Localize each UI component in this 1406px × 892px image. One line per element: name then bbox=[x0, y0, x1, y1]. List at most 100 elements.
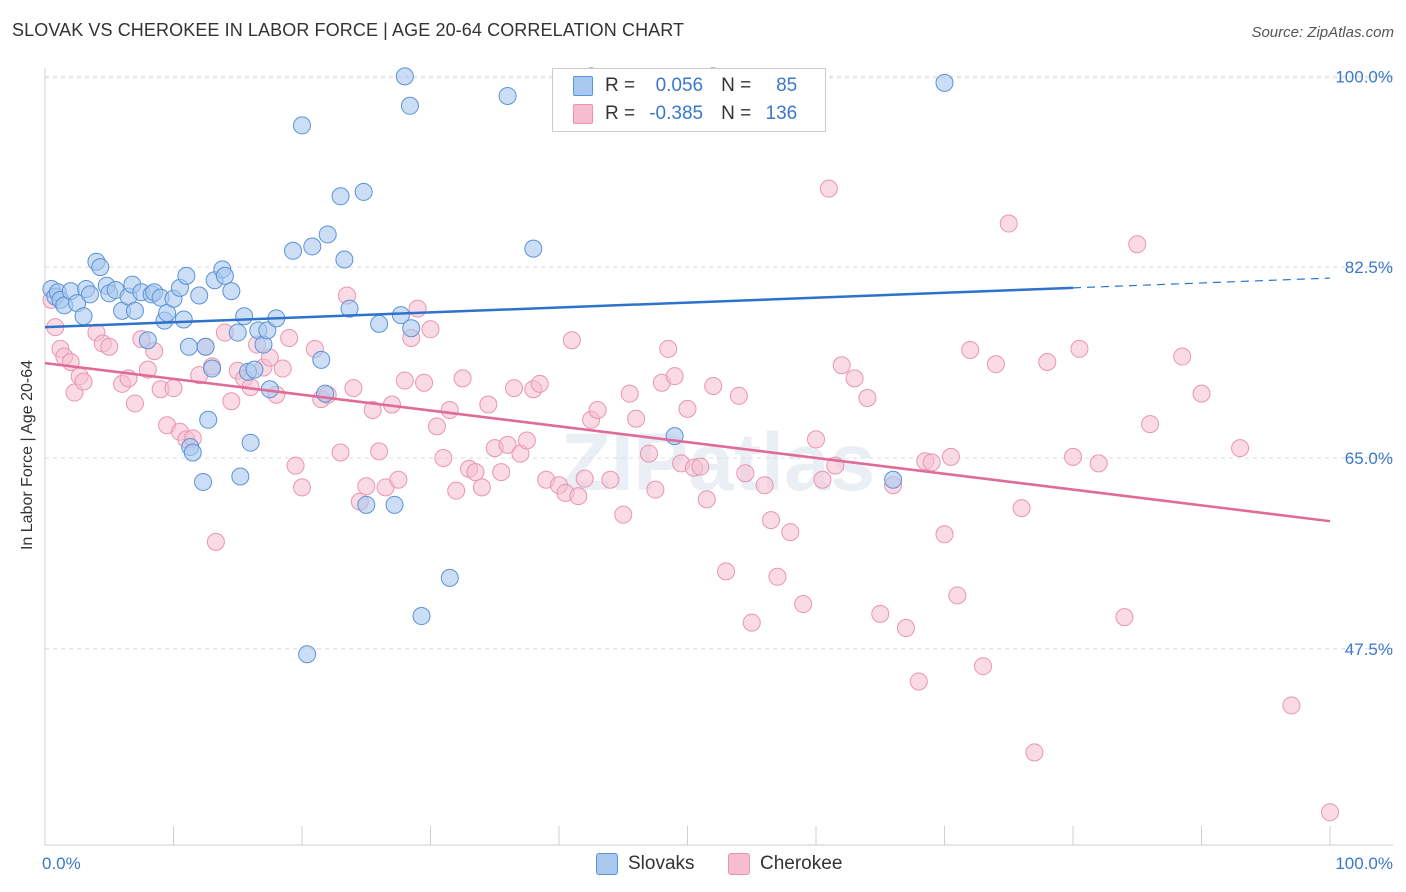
cherokee-point bbox=[363, 400, 382, 419]
slovak-point bbox=[357, 495, 376, 514]
chart-title: SLOVAK VS CHEROKEE IN LABOR FORCE | AGE … bbox=[12, 20, 685, 40]
cherokee-point bbox=[678, 399, 697, 418]
cherokee-point bbox=[569, 487, 588, 506]
slovak-point bbox=[245, 360, 264, 379]
cherokee-point bbox=[222, 392, 241, 411]
slovak-point bbox=[412, 607, 431, 626]
cherokee-point bbox=[453, 369, 472, 388]
cherokee-legend-label: Cherokee bbox=[760, 853, 843, 874]
cherokee-point bbox=[1115, 608, 1134, 627]
slovak-point bbox=[303, 237, 322, 256]
cherokee-point bbox=[729, 386, 748, 405]
slovak-point bbox=[174, 310, 193, 329]
cherokee-point bbox=[498, 435, 517, 454]
cherokee-point bbox=[138, 360, 157, 379]
bottom-legend-slovaks: Slovaks bbox=[596, 852, 695, 876]
slovak-point bbox=[335, 250, 354, 269]
slovak-point bbox=[402, 319, 421, 338]
cherokee-point bbox=[370, 442, 389, 461]
y-tick-label: 100.0% bbox=[1335, 67, 1393, 86]
slovak-point bbox=[440, 568, 459, 587]
cherokee-point bbox=[1231, 439, 1250, 458]
cherokee-point bbox=[206, 532, 225, 551]
cherokee-point bbox=[639, 444, 658, 463]
cherokee-point bbox=[517, 431, 536, 450]
slovak-point bbox=[215, 266, 234, 285]
slovak-point bbox=[125, 301, 144, 320]
cherokee-point bbox=[717, 562, 736, 581]
slovak-point bbox=[235, 307, 254, 326]
r-label: R = bbox=[605, 75, 636, 96]
slovak-point bbox=[74, 307, 93, 326]
cherokee-point bbox=[974, 657, 993, 676]
cherokee-point bbox=[620, 384, 639, 403]
cherokee-point bbox=[408, 299, 427, 318]
cherokee-point bbox=[665, 367, 684, 386]
slovak-point bbox=[231, 467, 250, 486]
cherokee-point bbox=[1173, 347, 1192, 366]
slovak-point bbox=[80, 285, 99, 304]
cherokee-point bbox=[100, 337, 119, 356]
cherokee-point bbox=[1141, 415, 1160, 434]
slovak-point bbox=[203, 359, 222, 378]
cherokee-point bbox=[1070, 339, 1089, 358]
slovak-point bbox=[138, 331, 157, 350]
cherokee-swatch bbox=[573, 104, 593, 124]
cherokee-point bbox=[1089, 454, 1108, 473]
y-tick-label: 47.5% bbox=[1345, 640, 1393, 659]
cherokee-point bbox=[659, 339, 678, 358]
slovaks-swatch bbox=[573, 76, 593, 96]
cherokee-point bbox=[427, 417, 446, 436]
slovak-point bbox=[370, 314, 389, 333]
source-label: Source: ZipAtlas.com bbox=[1251, 24, 1394, 41]
slovak-point bbox=[196, 337, 215, 356]
slovak-point bbox=[177, 266, 196, 285]
cherokee-point bbox=[1025, 743, 1044, 762]
slovaks-legend-label: Slovaks bbox=[628, 853, 695, 874]
cherokee-point bbox=[935, 525, 954, 544]
cherokee-point bbox=[601, 470, 620, 489]
slovak-points bbox=[42, 67, 954, 664]
cherokee-point bbox=[922, 453, 941, 472]
cherokee-point bbox=[819, 179, 838, 198]
cherokee-point bbox=[1321, 803, 1339, 822]
cherokee-point bbox=[331, 443, 350, 462]
cherokee-point bbox=[736, 464, 755, 483]
slovak-point bbox=[385, 495, 404, 514]
cherokee-point bbox=[389, 470, 408, 489]
cherokee-point bbox=[575, 469, 594, 488]
axes bbox=[44, 68, 1393, 846]
slovak-point bbox=[241, 433, 260, 452]
r-label: R = bbox=[605, 103, 636, 124]
cherokee-point bbox=[986, 355, 1005, 374]
y-tick-label: 65.0% bbox=[1345, 449, 1393, 468]
cherokee-n-value: 136 bbox=[765, 103, 798, 124]
slovak-point bbox=[340, 299, 359, 318]
slovak-point bbox=[194, 472, 213, 491]
cherokee-point bbox=[627, 409, 646, 428]
n-label: N = bbox=[721, 75, 752, 96]
cherokee-point bbox=[344, 379, 363, 398]
cherokee-r-value: -0.385 bbox=[649, 103, 704, 124]
cherokee-point bbox=[357, 477, 376, 496]
cherokee-point bbox=[434, 448, 453, 467]
cherokee-point bbox=[896, 619, 915, 638]
cherokee-point bbox=[472, 478, 491, 497]
cherokee-point bbox=[704, 376, 723, 395]
cherokee-point bbox=[1064, 447, 1082, 466]
cherokee-point bbox=[614, 505, 633, 524]
correlation-legend: R = 0.056 N = 85 R = -0.385 N = 136 bbox=[552, 68, 826, 132]
cherokee-point bbox=[858, 388, 877, 407]
bottom-legend-cherokee: Cherokee bbox=[728, 852, 842, 876]
cherokee-point bbox=[492, 463, 511, 482]
slovak-point bbox=[312, 350, 331, 369]
cherokee-point bbox=[813, 470, 832, 489]
cherokee-point bbox=[1192, 384, 1211, 403]
cherokee-point bbox=[832, 356, 851, 375]
slovak-point bbox=[354, 182, 373, 201]
cherokee-point bbox=[273, 359, 292, 378]
slovak-point bbox=[395, 67, 414, 86]
cherokee-point bbox=[562, 331, 581, 350]
slovak-point bbox=[298, 645, 317, 664]
